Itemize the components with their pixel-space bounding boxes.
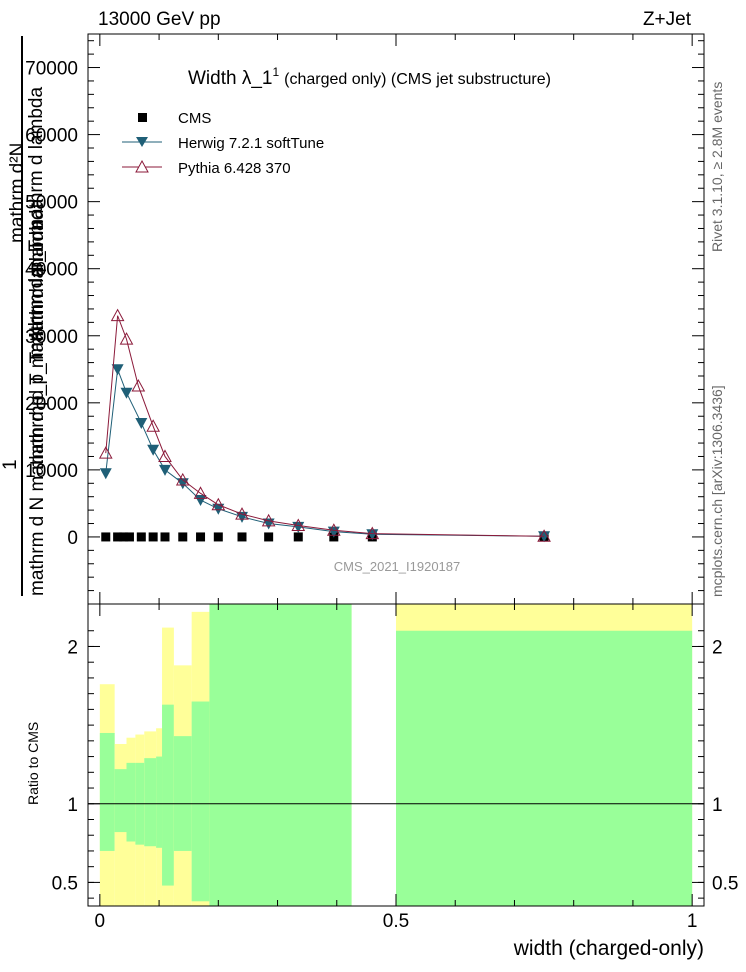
pythia-point [175,472,190,486]
chart-title-sup: 1 [272,65,279,79]
pythia-point [110,308,125,322]
xtick-label: 0.5 [383,911,409,932]
cms-point [113,532,123,542]
ratio-ytick-label-right: 1 [712,795,723,816]
cms-point [136,532,146,542]
watermark: CMS_2021_I1920187 [334,559,461,574]
ratio-band-green [173,736,192,851]
ylabel-numerator: mathrm d²N [7,143,28,243]
cms-point [196,532,206,542]
herwig-point [120,387,133,399]
header-right: Z+Jet [643,9,692,30]
chart-title-main: Width λ_1 [188,68,272,89]
ylabel-overlay: mathrm d p_T mathrm d lambda [27,199,48,470]
rivet-label: Rivet 3.1.10, ≥ 2.8M events [709,82,725,252]
pythia-point [193,486,208,499]
ylabel-prefactor: 1 [0,459,21,470]
main-ytick-label: 70000 [25,59,78,80]
pythia-point [131,379,146,392]
ratio-axis-ticks: 0.5 0.5 1 1 2 2 0 0.5 1 [52,604,738,932]
ratio-band-green [99,732,115,851]
cms-point [237,532,247,542]
pythia-point [119,332,134,345]
herwig-point [176,478,189,490]
main-ytick-label: 10000 [25,461,78,482]
legend-marker-herwig [136,137,148,147]
cms-point [160,532,170,542]
xlabel: width (charged-only) [513,937,704,960]
main-ytick-label: 0 [67,528,78,549]
ratio-band-green [156,756,163,848]
pythia-point [326,523,341,536]
pythia-point [158,449,172,462]
pythia-point [537,529,551,542]
ratio-band-green [162,704,174,886]
xtick-label: 0 [95,911,106,932]
cms-point [148,532,158,542]
ratio-ylabel: Ratio to CMS [25,722,41,805]
cms-point [178,532,188,542]
pythia-point [261,513,276,527]
main-axis-ticks: 0 10000 20000 30000 40000 50000 60000 70000 [25,34,704,604]
herwig-point [538,531,551,543]
legend-label-cms: CMS [178,110,211,127]
ratio-bands [99,604,693,906]
ratio-band-green [114,769,127,833]
ratio-ytick-label: 2 [67,637,78,658]
legend: CMS Herwig 7.2.1 softTune Pythia 6.428 3… [122,110,324,177]
ratio-band-green [396,630,693,906]
ratio-ytick-label-right: 2 [712,637,723,658]
series-line-2 [105,315,545,537]
main-series [98,308,551,543]
pythia-point [146,419,160,432]
herwig-point [147,444,160,456]
pythia-point [291,518,306,532]
herwig-point [366,529,379,541]
cms-point [213,532,223,542]
ylabel-overlay-numerator: mathrm d p_T mathrm d lambda [26,87,47,358]
main-ytick-label: 40000 [25,260,78,281]
main-ytick-label: 60000 [25,126,78,147]
legend-marker-cms [138,113,147,122]
cms-point [124,532,134,542]
pythia-point [235,507,249,520]
legend-label-herwig: Herwig 7.2.1 softTune [178,135,324,152]
chart-title: Width λ_11 (charged only) (CMS jet substr… [188,65,551,89]
ratio-band-green [126,762,136,842]
main-panel: 0 10000 20000 30000 40000 50000 60000 70000 Wid… [25,33,705,605]
cms-point [293,532,303,542]
herwig-point [111,364,124,376]
cms-point [264,532,274,542]
ratio-band-green [191,701,210,902]
ratio-band-green [209,604,352,906]
mcplots-label: mcplots.cern.ch [arXiv:1306.3436] [709,385,725,597]
legend-marker-pythia [135,159,149,173]
herwig-point [135,417,148,429]
cms-point [119,532,129,542]
ratio-ytick-label-right: 0.5 [712,873,738,894]
herwig-point [159,464,171,476]
series-line-1 [105,369,545,537]
legend-label-pythia: Pythia 6.428 370 [178,160,291,177]
ratio-ytick-label: 0.5 [52,873,78,894]
chart-title-suffix: (charged only) (CMS jet substructure) [284,71,551,88]
herwig-point [194,495,207,507]
pythia-point [98,446,113,459]
main-ytick-label: 50000 [25,193,78,214]
main-ylabel: mathrm d²N mathrm d p_T mathrm d lambda … [0,36,48,596]
herwig-point [99,468,112,480]
main-ytick-label: 20000 [25,394,78,415]
ratio-panel: 0.5 0.5 1 1 2 2 0 0.5 1 Ratio to CMS [25,603,738,932]
cms-point [101,532,111,542]
xtick-label: 1 [687,911,698,932]
header-left: 13000 GeV pp [98,9,221,30]
pythia-point [211,497,226,511]
ratio-band-green [144,758,157,847]
pythia-point [365,526,380,540]
herwig-point [236,511,248,523]
main-ytick-label: 30000 [25,327,78,348]
ylabel-denominator: mathrm d N mathrm d p_T mathrm d lambda [27,220,48,596]
ratio-ytick-label: 1 [67,795,78,816]
